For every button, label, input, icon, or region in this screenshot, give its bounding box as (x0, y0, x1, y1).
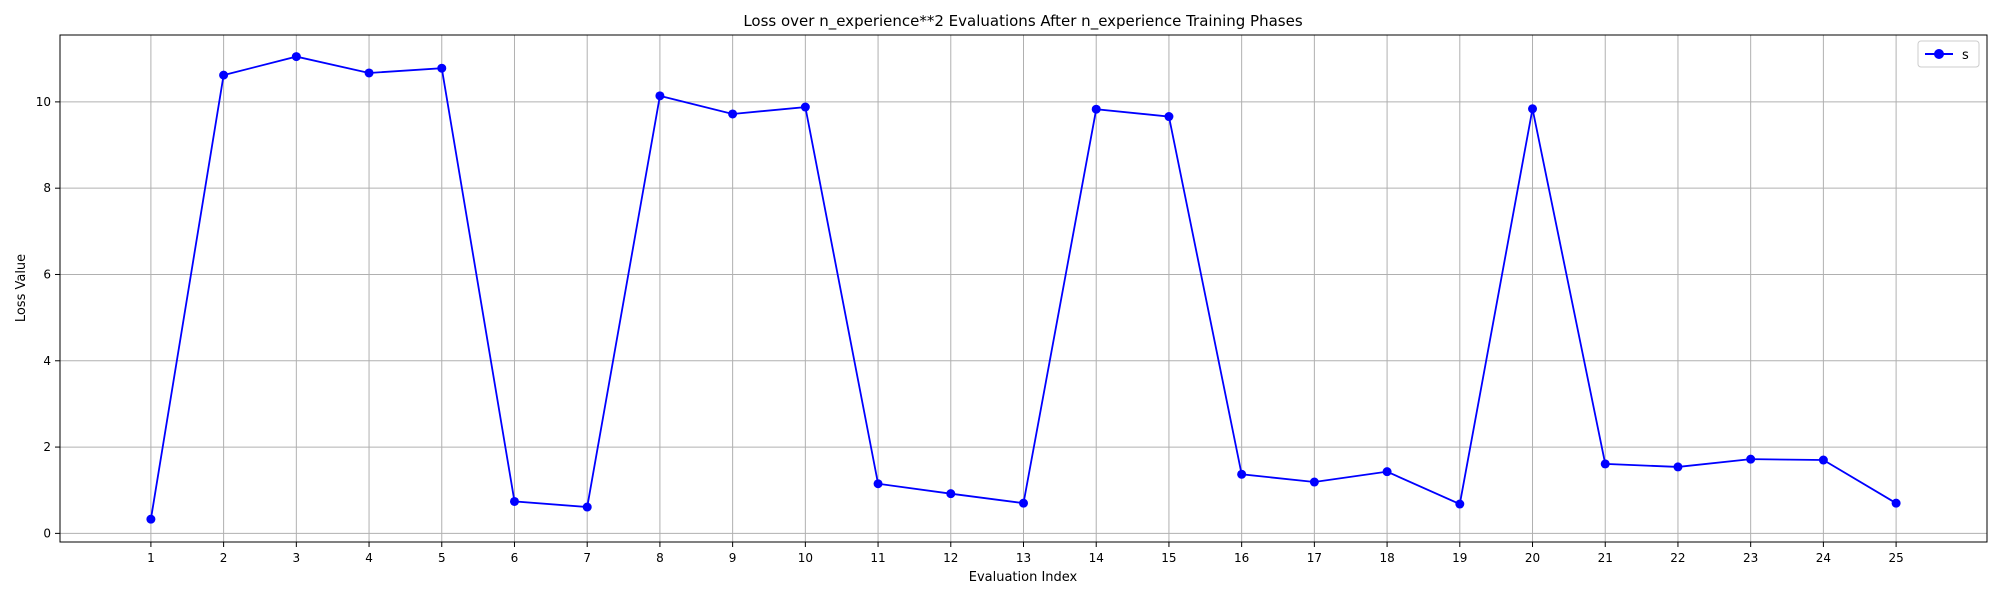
y-tick-label: 10 (36, 95, 51, 109)
data-point (1892, 499, 1901, 508)
data-point (146, 515, 155, 524)
x-tick-label: 20 (1525, 551, 1540, 565)
data-point (437, 64, 446, 73)
data-point (1164, 112, 1173, 121)
data-point (1746, 455, 1755, 464)
x-tick-label: 1 (147, 551, 155, 565)
y-tick-label: 8 (43, 181, 51, 195)
y-tick-label: 0 (43, 526, 51, 540)
data-point (728, 109, 737, 118)
data-point (655, 91, 664, 100)
y-tick-label: 2 (43, 440, 51, 454)
x-tick-label: 23 (1743, 551, 1758, 565)
data-point (1383, 467, 1392, 476)
data-point (583, 503, 592, 512)
grid (60, 35, 1987, 542)
data-point (1237, 470, 1246, 479)
x-tick-label: 18 (1379, 551, 1394, 565)
x-tick-label: 11 (870, 551, 885, 565)
x-axis-label: Evaluation Index (969, 570, 1078, 585)
legend: s (1918, 41, 1979, 67)
y-tick-label: 4 (43, 354, 51, 368)
x-tick-label: 25 (1888, 551, 1903, 565)
x-tick-label: 7 (583, 551, 591, 565)
legend-label: s (1962, 48, 1969, 63)
x-tick-label: 15 (1161, 551, 1176, 565)
data-point (1601, 459, 1610, 468)
x-tick-label: 24 (1816, 551, 1831, 565)
axis-ticks: 1 2 3 4 5 6 7 8 9 10 11 12 13 14 15 16 17 18 19 20 21 22 23 24 2… (36, 95, 1904, 565)
data-point (1819, 456, 1828, 465)
x-tick-label: 12 (943, 551, 958, 565)
data-point (1455, 500, 1464, 509)
x-tick-label: 22 (1670, 551, 1685, 565)
x-tick-label: 21 (1598, 551, 1613, 565)
data-point (219, 71, 228, 80)
x-tick-label: 19 (1452, 551, 1467, 565)
data-point (1528, 104, 1537, 113)
y-tick-label: 6 (43, 267, 51, 281)
data-point (874, 479, 883, 488)
data-point (292, 52, 301, 61)
x-tick-label: 8 (656, 551, 664, 565)
x-tick-label: 2 (220, 551, 228, 565)
x-tick-label: 14 (1089, 551, 1104, 565)
x-tick-label: 16 (1234, 551, 1249, 565)
x-tick-label: 10 (798, 551, 813, 565)
x-tick-label: 13 (1016, 551, 1031, 565)
x-tick-label: 17 (1307, 551, 1322, 565)
data-point (1673, 462, 1682, 471)
data-point (365, 68, 374, 77)
x-tick-label: 5 (438, 551, 446, 565)
legend-marker (1934, 49, 1944, 59)
x-tick-label: 4 (365, 551, 373, 565)
data-point (1310, 478, 1319, 487)
data-point (510, 497, 519, 506)
data-point (801, 103, 810, 112)
x-tick-label: 3 (293, 551, 301, 565)
y-axis-label: Loss Value (14, 254, 29, 322)
data-point (1019, 499, 1028, 508)
x-tick-label: 9 (729, 551, 737, 565)
chart-title: Loss over n_experience**2 Evaluations Af… (743, 12, 1303, 31)
data-point (946, 489, 955, 498)
data-point (1092, 105, 1101, 114)
x-tick-label: 6 (511, 551, 519, 565)
